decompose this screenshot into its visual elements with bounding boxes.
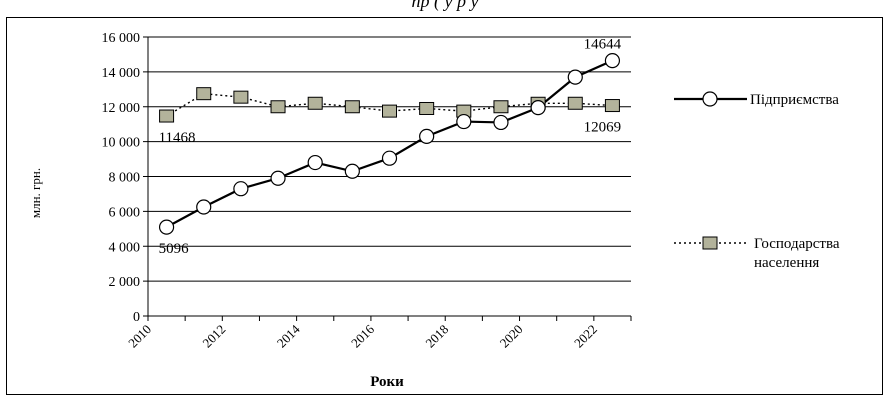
legend-label-line: населення xyxy=(754,255,819,271)
point-pidpryiemstva xyxy=(493,114,509,131)
point-gospodarstva xyxy=(233,90,249,104)
chart-title: пр ( у р у xyxy=(411,0,479,11)
point-gospodarstva xyxy=(159,109,175,123)
y-tick-label: 0 xyxy=(133,310,140,325)
x-tick-label: 2022 xyxy=(571,322,600,351)
point-gospodarstva xyxy=(567,96,583,110)
point-pidpryiemstva xyxy=(530,100,546,116)
x-tick-label: 2020 xyxy=(497,322,526,351)
x-tick-label: 2014 xyxy=(274,321,303,350)
legend: Підприємства Господарства населення xyxy=(674,91,840,271)
x-tick-label: 2012 xyxy=(199,322,228,351)
point-gospodarstva xyxy=(604,99,620,113)
axes: 0 2 000 4 000 6 000 8 000 10 000 12 000 14 000 1… xyxy=(102,31,632,351)
legend-marker-pidpryiemstva xyxy=(702,91,718,107)
point-pidpryiemstva xyxy=(307,154,323,171)
series-line-pidpryiemstva xyxy=(166,59,613,229)
legend-label-line: Господарства xyxy=(754,236,840,252)
x-axis-label: Роки xyxy=(370,374,404,390)
y-tick-label: 16 000 xyxy=(102,31,141,46)
y-tick-label: 10 000 xyxy=(102,136,141,151)
point-pidpryiemstva xyxy=(381,150,398,166)
y-tick-label: 12 000 xyxy=(102,101,141,116)
point-pidpryiemstva xyxy=(270,170,286,186)
point-pidpryiemstva xyxy=(604,53,621,69)
y-tick-label: 4 000 xyxy=(109,240,141,255)
point-pidpryiemstva xyxy=(196,199,212,215)
data-label: 14644 xyxy=(584,37,622,53)
chart-frame: 0 2 000 4 000 6 000 8 000 10 000 12 000 14 000 1… xyxy=(6,17,883,395)
y-tick-label: 2 000 xyxy=(109,275,141,290)
y-tick-label: 14 000 xyxy=(102,66,141,81)
point-gospodarstva xyxy=(493,100,509,114)
point-pidpryiemstva xyxy=(419,128,435,144)
legend-label-gospodarstva: Господарства населення xyxy=(754,236,840,271)
data-label: 5096 xyxy=(159,241,190,257)
y-axis-label: млн. грн. xyxy=(28,168,43,218)
point-gospodarstva xyxy=(270,100,286,114)
data-label: 12069 xyxy=(584,120,622,136)
data-labels: 5096 14644 11468 12069 xyxy=(159,37,622,257)
y-tick-label: 8 000 xyxy=(109,171,141,186)
point-gospodarstva xyxy=(344,100,360,114)
point-pidpryiemstva xyxy=(158,219,175,235)
point-gospodarstva xyxy=(196,87,212,101)
x-tick-label: 2018 xyxy=(422,322,451,351)
point-pidpryiemstva xyxy=(233,181,249,197)
line-chart: 0 2 000 4 000 6 000 8 000 10 000 12 000 14 000 1… xyxy=(28,31,840,390)
point-gospodarstva xyxy=(382,104,397,118)
legend-label-pidpryiemstva: Підприємства xyxy=(750,92,839,108)
x-tick-label: 2016 xyxy=(348,321,377,350)
point-gospodarstva xyxy=(419,101,435,115)
legend-marker-gospodarstva xyxy=(702,236,718,250)
data-label: 11468 xyxy=(159,130,196,146)
y-tick-label: 6 000 xyxy=(109,205,141,220)
series xyxy=(158,53,621,235)
point-pidpryiemstva xyxy=(456,113,472,130)
point-pidpryiemstva xyxy=(567,69,583,85)
x-tick-label: 2010 xyxy=(125,322,154,351)
point-gospodarstva xyxy=(307,96,323,110)
point-pidpryiemstva xyxy=(344,163,360,179)
